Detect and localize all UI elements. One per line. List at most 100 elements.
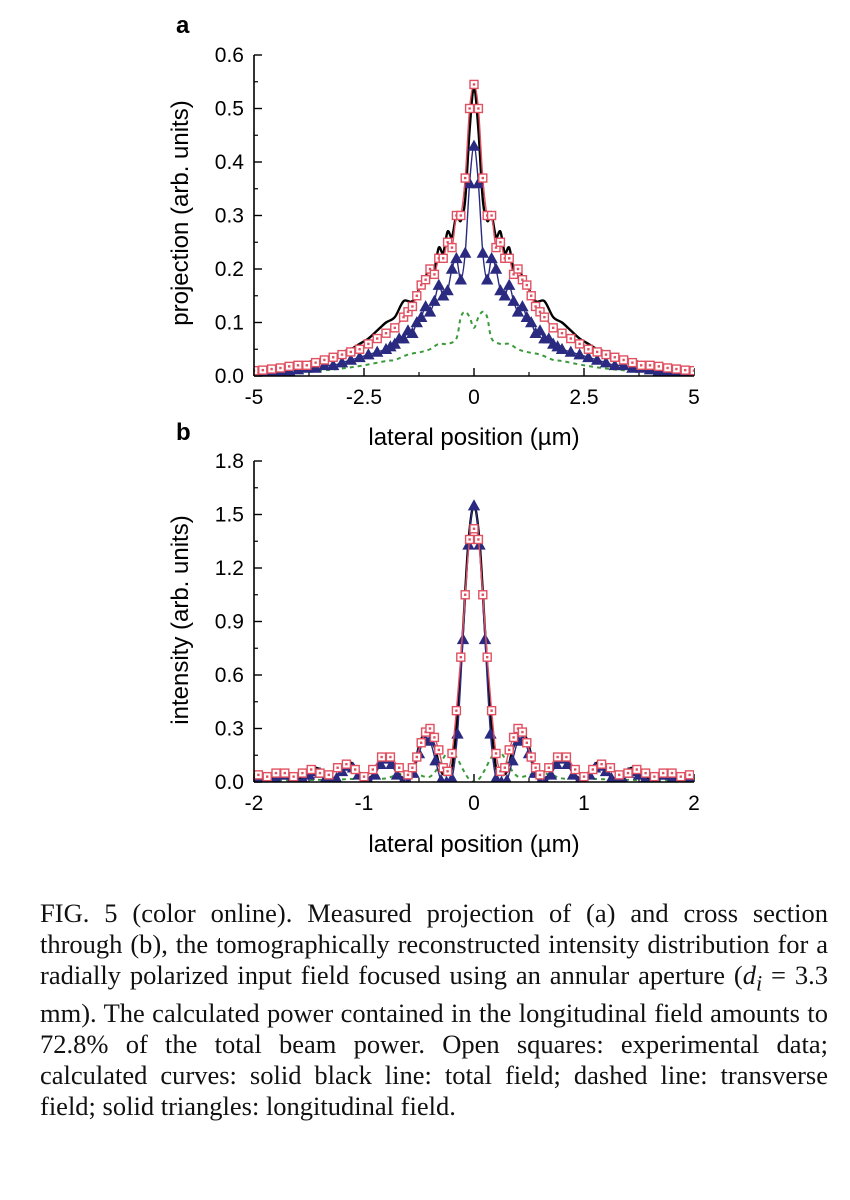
panel-b-experimental-square-marker-center	[600, 762, 603, 766]
panel-b-experimental-square-marker-center	[274, 771, 278, 775]
panel-a-transverse-field-dashed-line	[254, 310, 694, 375]
panel-b-y-tick-label: 0.9	[215, 611, 244, 634]
panel-a-longitudinal-triangle-marker	[516, 300, 529, 312]
panel-b-experimental-square-marker-center	[433, 736, 436, 739]
panel-b-x-tick-label: 1	[578, 792, 590, 815]
panel-b-experimental-square-marker-center	[406, 773, 410, 777]
panel-a-y-tick-label: 0.2	[215, 258, 244, 281]
panel-a: a -5 -2.5 0 2.5 5 0.0 0.1 0.2 0.3 0.4 0.5 0.6 later…	[167, 12, 700, 451]
panel-a-longitudinal-triangle-marker	[432, 278, 445, 290]
panel-a-x-tick-label: 2.5	[569, 386, 598, 409]
panel-b-longitudinal-triangle-marker	[446, 772, 458, 782]
panel-b-experimental-square-marker-center	[688, 773, 691, 777]
panel-a-experimental-square-marker-center	[631, 361, 634, 364]
panel-a-longitudinal-triangle-marker	[489, 262, 503, 274]
panel-b-experimental-square-marker-center	[411, 766, 414, 769]
caption-text-start: FIG. 5 (color online). Measured projecti…	[40, 898, 828, 990]
panel-b-experimental-square-marker-center	[530, 755, 533, 759]
panel-b-series-group	[254, 499, 694, 782]
panel-b-longitudinal-triangle-marker	[467, 499, 481, 511]
panel-b-longitudinal-triangle-marker	[502, 773, 512, 782]
panel-a-longitudinal-triangle-marker	[406, 326, 419, 339]
panel-b-total-field-line	[254, 504, 694, 781]
panel-a-experimental-square-marker-center	[428, 267, 432, 271]
panel-a-experimental-square-marker-center	[530, 294, 533, 297]
panel-a-experimental-square-marker-center	[367, 342, 370, 346]
panel-b-x-tick-label: 0	[468, 792, 480, 815]
panel-a-experimental-square-marker-center	[323, 358, 326, 362]
panel-a-experimental-square-marker-center	[393, 326, 396, 330]
panel-a-experimental-square-marker-center	[446, 241, 449, 244]
panel-b-experimental-square-marker-center	[591, 768, 594, 771]
panel-a-experimental-square-marker	[689, 365, 694, 376]
panel-a-experimental-square-marker-center	[384, 332, 388, 335]
panel-a-experimental-square-marker-center	[402, 315, 405, 319]
panel-b-experimental-square-marker-center	[450, 752, 454, 755]
panel-b-x-tick-label: 2	[688, 792, 700, 815]
panel-b-y-tick-label: 1.8	[215, 450, 244, 473]
panel-b-experimental-square-marker-center	[503, 766, 506, 769]
panel-b-x-tick-label: -1	[355, 792, 374, 815]
panel-b-experimental-square-marker-center	[508, 748, 511, 752]
panel-b-experimental-square-marker-center	[486, 655, 489, 659]
panel-b-experimental-square-marker-center	[490, 709, 493, 712]
panel-a-experimental-square-marker-center	[358, 348, 361, 351]
panel-a-experimental-square-marker-center	[424, 278, 427, 281]
panel-b-experimental-square-marker-center	[310, 768, 313, 771]
panel-b-longitudinal-triangle-marker	[429, 754, 442, 766]
panel-b-experimental-square-marker-center	[582, 775, 586, 778]
panel-a-experimental-square-marker-center	[279, 366, 282, 370]
panel-a-experimental-square-marker-center	[406, 310, 410, 313]
panel-b-experimental-square-marker-center	[472, 527, 476, 530]
panel-b-experimental-square-marker-center	[437, 748, 440, 752]
panel-b-experimental-square-marker-center	[670, 771, 674, 775]
panel-a-experimental-square-marker-center	[376, 337, 379, 340]
panel-b-experimental-square-marker-center	[556, 755, 559, 759]
panel-b-experimental-square-marker-center	[398, 766, 401, 769]
panel-b-longitudinal-triangle-marker	[506, 754, 519, 766]
panel-a-experimental-square-marker-center	[433, 273, 436, 276]
panel-a-longitudinal-triangle-marker	[542, 332, 555, 344]
caption-text-end: = 3.3 mm). The calculated power containe…	[40, 960, 828, 1122]
panel-a-experimental-square-marker-center	[521, 278, 524, 281]
panel-b-experimental-square-marker-center	[662, 771, 665, 775]
panel-b-experimental-square-marker-center	[446, 770, 449, 773]
panel-b-longitudinal-triangle-marker	[490, 772, 502, 782]
panel-a-experimental-square-marker-center	[560, 332, 564, 335]
panel-a-series-group	[254, 79, 694, 376]
panel-b-letter: b	[176, 419, 191, 446]
panel-a-y-tick-label: 0.3	[215, 205, 244, 228]
panel-a-longitudinal-triangle-marker	[507, 294, 520, 306]
panel-b-experimental-square-marker-center	[327, 773, 330, 777]
panel-b-experimental-square-marker-center	[380, 755, 383, 759]
panel-b-y-tick-label: 0.0	[215, 771, 244, 794]
panel-a-longitudinal-triangle-marker	[564, 345, 577, 357]
panel-a-experimental-square-marker-center	[578, 342, 581, 346]
panel-b-longitudinal-triangle-marker	[606, 772, 617, 782]
panel-b-experimental-square-marker-center	[318, 771, 322, 775]
panel-a-experimental-square-marker-center	[332, 356, 335, 359]
panel-a-experimental-square-marker-center	[657, 365, 660, 368]
panel-a-experimental-square-marker-center	[516, 267, 520, 271]
panel-b-experimental-square-marker-center	[283, 771, 286, 775]
panel-a-longitudinal-triangle-marker	[498, 289, 511, 301]
panel-a-x-tick-label: -2.5	[346, 386, 382, 409]
panel-b-experimental-square-marker-center	[428, 727, 432, 730]
panel-a-experimental-square-marker-center	[525, 283, 528, 287]
panel-a-experimental-square-marker-center	[442, 257, 445, 260]
panel-a-longitudinal-triangle-marker	[481, 273, 494, 285]
panel-a-experimental-square-marker	[254, 365, 259, 376]
panel-b-experimental-square-marker-center	[477, 538, 480, 541]
panel-b-longitudinal-triangle-marker	[456, 633, 470, 645]
panel-a-longitudinal-triangle-marker	[617, 358, 630, 371]
panel-b-experimental-square-marker-center	[464, 593, 467, 596]
panel-a-longitudinal-triangle-marker	[503, 278, 516, 290]
panel-a-longitudinal-field-line	[254, 145, 694, 373]
panel-b-longitudinal-triangle-marker	[385, 757, 398, 769]
panel-b-longitudinal-triangle-marker	[331, 772, 342, 782]
panel-a-longitudinal-triangle-marker	[467, 139, 481, 151]
panel-b-longitudinal-triangle-marker	[390, 768, 404, 780]
panel-b-experimental-square-marker-center	[635, 768, 638, 771]
panel-a-experimental-square-marker-center	[468, 107, 471, 110]
panel-a-experimental-square-marker-center	[534, 305, 537, 308]
